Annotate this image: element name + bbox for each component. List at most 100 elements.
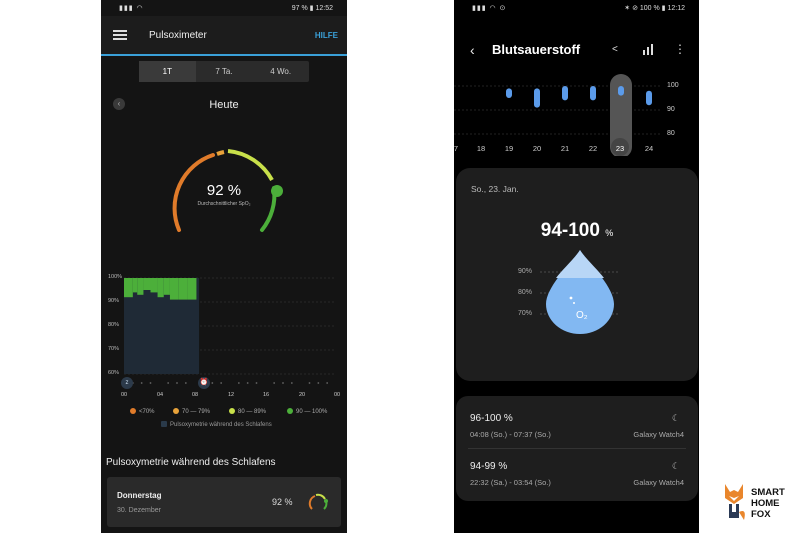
y-tick-100: 100% — [108, 274, 123, 280]
tab-7-days[interactable]: 7 Ta. — [215, 67, 233, 76]
x-tick-17: 7 — [454, 144, 459, 153]
x-tick-22: 22 — [588, 144, 598, 153]
moon-icon: ☾ — [671, 413, 680, 423]
y-tick-100: 100 — [667, 82, 679, 89]
record-day: Donnerstag — [117, 491, 162, 500]
spo2-bar — [150, 278, 158, 293]
legend-item-80-89: 80 — 89% — [229, 408, 266, 415]
status-bar: ▮▮▮ ◠ 97 % ▮ 12:52 — [101, 0, 347, 16]
logo-line-3: FOX — [751, 509, 771, 520]
period-tabs: 1T 7 Ta. 4 Wo. — [139, 61, 309, 82]
alarm-icon: ⏰ — [198, 377, 210, 389]
spo2-bar — [163, 278, 170, 295]
hour-tick — [317, 382, 320, 384]
hour-tick — [290, 382, 293, 384]
x-tick-00: 00 — [120, 392, 128, 398]
y-tick-70: 70% — [108, 346, 120, 352]
hour-tick — [237, 382, 240, 384]
drop-level-70: 70% — [518, 310, 533, 317]
legend-dot — [173, 408, 179, 414]
spo2-bar — [169, 278, 179, 300]
x-tick-21: 21 — [560, 144, 570, 153]
moon-icon: ☾ — [671, 461, 680, 471]
hour-tick — [308, 382, 311, 384]
session-2-device: Galaxy Watch4 — [633, 478, 684, 487]
logo-line-1: SMART — [751, 487, 785, 498]
status-right: ✶ ⊘ 100 % ▮ 12:12 — [624, 5, 685, 12]
help-button[interactable]: HILFE — [314, 31, 338, 40]
status-bar: ▮▮▮ ◠ ⊙ ✶ ⊘ 100 % ▮ 12:12 — [454, 0, 699, 16]
hour-tick — [282, 382, 284, 384]
range-bar — [618, 86, 624, 96]
tab-4-weeks[interactable]: 4 Wo. — [270, 67, 292, 76]
gauge-arc-high — [227, 149, 274, 182]
sleep-icon: z — [121, 377, 133, 389]
gauge-arc-mid — [216, 150, 225, 156]
hour-tick — [246, 382, 249, 384]
status-left: ▮▮▮ ◠ ⊙ — [472, 5, 507, 12]
chevron-left-icon[interactable]: ‹ — [113, 98, 125, 110]
detail-date: So., 23. Jan. — [471, 184, 519, 194]
x-tick-18: 18 — [476, 144, 486, 153]
section-title: Pulsoxymetrie während des Schlafens — [106, 457, 276, 468]
x-tick-23-selected: 23 — [615, 144, 625, 153]
gauge-arc-low — [172, 153, 215, 232]
sessions-card: 96-100 % ☾ 04:08 (So.) - 07:37 (So.) Gal… — [456, 396, 698, 501]
range-value: 94-100 — [540, 220, 600, 241]
y-tick-80: 80% — [108, 322, 120, 328]
legend-swatch — [161, 421, 167, 427]
hour-tick — [255, 382, 258, 384]
gauge-value: 92 % — [206, 182, 242, 199]
menu-icon[interactable] — [113, 30, 127, 40]
record-value: 92 % — [272, 497, 293, 507]
spo2-range-chart[interactable] — [454, 74, 699, 156]
range-bar — [506, 88, 512, 98]
legend-item-below-70: <70% — [130, 408, 155, 415]
legend-dot — [287, 408, 293, 414]
app-bar: Pulsoximeter HILFE — [101, 16, 347, 56]
pulse-oximeter-screen: ▮▮▮ ◠ 97 % ▮ 12:52 Pulsoximeter HILFE 1T… — [101, 0, 347, 533]
sleep-record-card[interactable]: Donnerstag 30. Dezember 92 % — [107, 477, 341, 527]
x-tick-20: 20 — [298, 392, 306, 398]
day-label: Heute — [209, 99, 239, 111]
page-title: Blutsauerstoff — [492, 42, 581, 57]
tab-1-day[interactable]: 1T — [139, 61, 196, 82]
range-bar — [646, 90, 652, 106]
app-title: Pulsoximeter — [149, 30, 207, 41]
back-icon[interactable]: ‹ — [470, 42, 475, 58]
fox-logo-icon — [725, 484, 745, 520]
range-bar — [562, 86, 568, 101]
record-date: 30. Dezember — [117, 507, 161, 514]
spo2-bar — [143, 278, 151, 290]
x-tick-04: 04 — [156, 392, 164, 398]
spo2-bar — [187, 278, 197, 300]
x-tick-16: 16 — [262, 392, 270, 398]
share-icon[interactable]: < — [612, 44, 618, 55]
range-bar — [534, 88, 540, 108]
spo2-gauge — [172, 149, 283, 232]
hour-tick — [220, 382, 223, 384]
hour-tick — [273, 382, 276, 384]
spo2-bar — [132, 278, 138, 293]
session-1-time: 04:08 (So.) - 07:37 (So.) — [470, 430, 551, 439]
hour-tick — [149, 382, 152, 384]
blood-oxygen-screen: ▮▮▮ ◠ ⊙ ✶ ⊘ 100 % ▮ 12:12 ‹ Blutsauersto… — [454, 0, 699, 533]
x-tick-08: 08 — [191, 392, 199, 398]
y-tick-60: 60% — [108, 370, 120, 376]
session-1-device: Galaxy Watch4 — [633, 430, 684, 439]
session-1-value: 96-100 % — [470, 413, 513, 424]
bar-chart-icon[interactable] — [642, 43, 656, 55]
divider — [468, 448, 686, 449]
spo2-bar — [124, 278, 133, 298]
selection-pill — [610, 74, 632, 156]
x-tick-12: 12 — [227, 392, 235, 398]
selected-day-marker[interactable] — [611, 138, 629, 156]
mini-gauge-icon — [308, 493, 328, 510]
spo2-bar — [137, 278, 144, 295]
more-icon[interactable]: ⋮ — [674, 42, 686, 56]
logo-line-2: HOME — [751, 498, 780, 509]
status-left: ▮▮▮ ◠ — [119, 5, 144, 12]
y-tick-90: 90 — [667, 106, 675, 113]
y-tick-80: 80 — [667, 130, 675, 137]
range-bar — [590, 86, 596, 101]
